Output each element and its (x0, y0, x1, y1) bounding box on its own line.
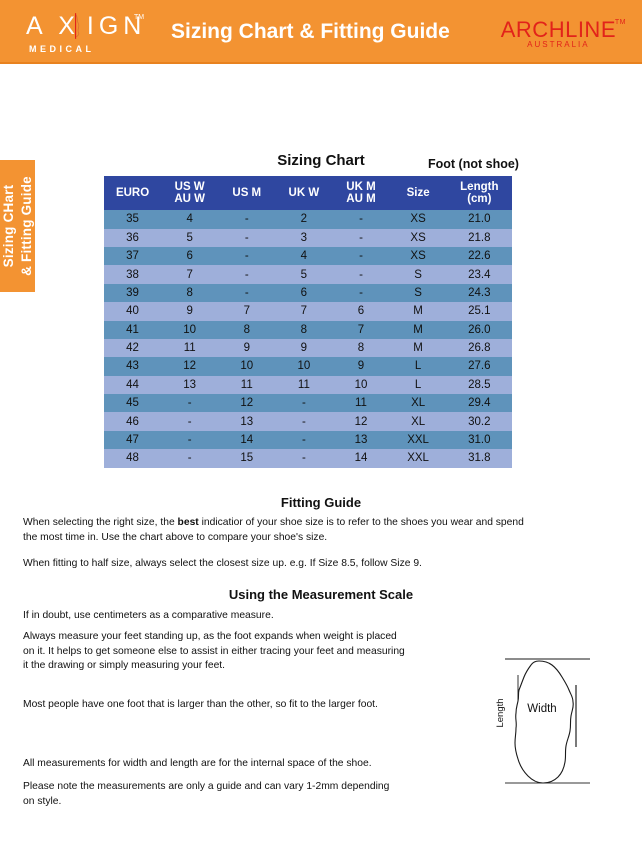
svg-text:Width: Width (527, 703, 556, 715)
svg-text:Length: Length (495, 698, 506, 727)
